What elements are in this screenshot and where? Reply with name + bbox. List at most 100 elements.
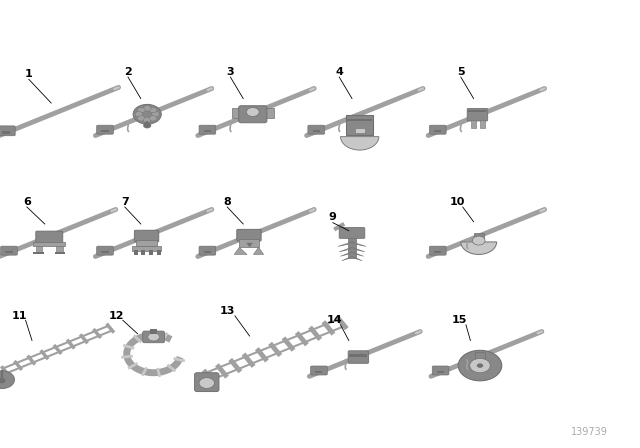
FancyBboxPatch shape	[97, 246, 113, 255]
Bar	[132, 246, 161, 251]
Bar	[134, 250, 138, 255]
Circle shape	[143, 117, 151, 123]
FancyBboxPatch shape	[239, 106, 267, 123]
FancyBboxPatch shape	[195, 373, 219, 392]
Bar	[355, 128, 365, 133]
Bar	[204, 130, 211, 133]
Circle shape	[148, 333, 159, 341]
Bar	[141, 250, 145, 255]
Bar	[149, 250, 153, 255]
FancyBboxPatch shape	[97, 125, 113, 134]
FancyBboxPatch shape	[143, 331, 164, 343]
Polygon shape	[253, 247, 264, 254]
Circle shape	[135, 112, 143, 117]
Text: 12: 12	[109, 311, 124, 321]
Polygon shape	[339, 247, 352, 252]
Bar	[204, 251, 211, 254]
Bar	[239, 239, 259, 247]
Text: 14: 14	[326, 315, 342, 325]
Bar	[468, 110, 486, 112]
Text: 8: 8	[223, 197, 231, 207]
Bar	[437, 370, 444, 373]
Circle shape	[246, 108, 259, 116]
Text: 5: 5	[457, 67, 465, 77]
FancyBboxPatch shape	[199, 125, 216, 134]
Bar	[33, 252, 44, 254]
FancyBboxPatch shape	[429, 125, 446, 134]
Bar	[316, 370, 323, 373]
Circle shape	[149, 108, 157, 113]
Bar	[471, 120, 476, 128]
Circle shape	[470, 358, 490, 373]
Text: 7: 7	[121, 197, 129, 207]
Bar	[435, 251, 442, 254]
Circle shape	[477, 363, 483, 368]
Polygon shape	[234, 247, 247, 254]
Bar	[480, 120, 485, 128]
Bar	[33, 242, 65, 246]
Text: 3: 3	[227, 67, 234, 77]
FancyBboxPatch shape	[1, 246, 17, 255]
Circle shape	[199, 378, 214, 388]
Bar	[347, 119, 372, 121]
Text: 1: 1	[25, 69, 33, 79]
FancyBboxPatch shape	[237, 229, 261, 241]
Bar	[55, 252, 65, 254]
Text: 11: 11	[12, 311, 27, 321]
Polygon shape	[352, 242, 366, 246]
Text: 13: 13	[220, 306, 235, 316]
FancyBboxPatch shape	[134, 230, 159, 242]
Circle shape	[0, 371, 15, 388]
FancyBboxPatch shape	[339, 228, 365, 238]
Wedge shape	[461, 242, 497, 254]
Text: 15: 15	[452, 315, 467, 325]
Text: 4: 4	[335, 67, 343, 77]
FancyBboxPatch shape	[432, 366, 449, 375]
Circle shape	[152, 112, 159, 117]
Text: 9: 9	[329, 212, 337, 222]
Circle shape	[138, 108, 145, 113]
Polygon shape	[342, 256, 352, 261]
Bar	[36, 246, 42, 253]
Bar	[102, 251, 109, 254]
Text: 10: 10	[450, 197, 465, 207]
Polygon shape	[338, 242, 352, 246]
FancyBboxPatch shape	[199, 246, 216, 255]
FancyBboxPatch shape	[429, 246, 446, 255]
Circle shape	[458, 350, 502, 381]
Bar	[6, 251, 13, 254]
FancyBboxPatch shape	[308, 125, 324, 134]
Wedge shape	[340, 137, 379, 150]
FancyBboxPatch shape	[348, 351, 369, 363]
Bar	[435, 130, 442, 133]
Polygon shape	[340, 252, 352, 256]
Text: 139739: 139739	[571, 427, 608, 437]
Circle shape	[143, 123, 151, 128]
Circle shape	[133, 104, 161, 124]
FancyBboxPatch shape	[36, 231, 63, 244]
Circle shape	[143, 106, 151, 111]
Text: 2: 2	[124, 67, 132, 77]
Bar	[348, 237, 356, 258]
Text: 6: 6	[23, 197, 31, 207]
Bar	[232, 108, 242, 118]
Bar	[475, 352, 485, 360]
Polygon shape	[246, 243, 253, 247]
Polygon shape	[352, 247, 365, 252]
Bar	[349, 354, 367, 357]
Circle shape	[149, 116, 157, 121]
FancyBboxPatch shape	[0, 126, 15, 136]
FancyBboxPatch shape	[346, 115, 373, 135]
Bar	[136, 240, 157, 246]
Bar	[264, 108, 274, 118]
Bar	[313, 130, 320, 133]
Bar	[474, 233, 484, 241]
FancyBboxPatch shape	[467, 108, 488, 121]
Bar	[3, 131, 10, 134]
Bar	[150, 329, 157, 334]
FancyBboxPatch shape	[310, 366, 327, 375]
Bar	[157, 250, 161, 255]
Bar	[56, 246, 63, 253]
Circle shape	[0, 378, 6, 383]
Circle shape	[472, 236, 485, 245]
